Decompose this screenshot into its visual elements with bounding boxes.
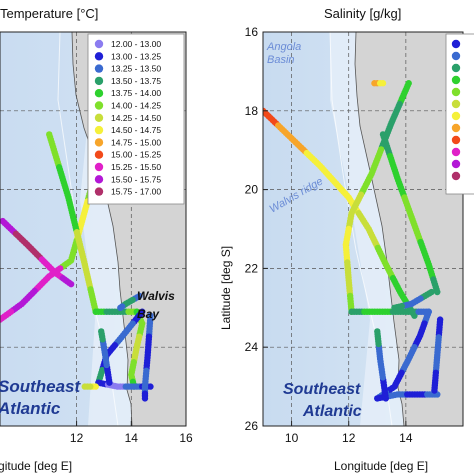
temperature-legend-label: 13.75 - 14.00: [111, 88, 161, 98]
angola-label: Angola: [266, 41, 301, 53]
salinity-y-tick-label: 16: [245, 25, 259, 39]
salinity-title: Salinity [g/kg]: [324, 6, 401, 21]
salinity-y-tick-label: 18: [245, 104, 259, 118]
temperature-legend-swatch: [94, 162, 104, 172]
temperature-plot-frame: [0, 31, 187, 427]
temperature-legend-label: 13.00 - 13.25: [111, 51, 161, 61]
salinity-x-label: Longitude [deg E]: [334, 459, 428, 473]
temperature-legend-swatch: [94, 52, 104, 61]
temperature-legend-label: 12.00 - 13.00: [111, 39, 161, 49]
salinity-track-dot: [431, 387, 438, 394]
temperature-legend-label: 15.00 - 15.25: [111, 150, 161, 160]
basin-label: Basin: [267, 54, 295, 66]
temperature-x-label: Longitude [deg E]: [0, 459, 72, 473]
salinity-legend-swatch: [451, 51, 461, 61]
temperature-legend-label: 14.50 - 14.75: [111, 125, 161, 135]
temperature-legend-label: 15.25 - 15.50: [111, 162, 161, 172]
temperature-track-dot: [141, 395, 149, 402]
atlantic-label-2: Atlantic: [302, 403, 362, 420]
salinity-legend-swatch: [451, 111, 461, 121]
salinity-legend-swatch: [451, 159, 461, 169]
salinity-legend-swatch: [451, 39, 461, 49]
temperature-legend-swatch: [94, 175, 104, 184]
salinity-tracks: [263, 80, 444, 402]
temperature-legend-label: 15.50 - 15.75: [111, 174, 161, 184]
salinity-x-tick-label: 12: [342, 431, 356, 445]
atlantic-label: Atlantic: [0, 399, 61, 418]
temperature-legend-label: 14.75 - 15.00: [111, 137, 161, 147]
temperature-legend-label: 15.75 - 17.00: [111, 187, 161, 197]
salinity-y-tick-label: 24: [245, 340, 259, 354]
salinity-legend-swatch: [451, 99, 461, 109]
temperature-legend-label: 14.25 - 14.50: [111, 113, 161, 123]
temperature-legend-swatch: [94, 64, 104, 73]
salinity-y-tick-label: 26: [245, 419, 259, 433]
temperature-legend-label: 14.00 - 14.25: [111, 101, 161, 111]
temperature-legend-swatch: [94, 150, 104, 159]
salinity-y-tick-label: 22: [245, 261, 259, 275]
temperature-track-dot: [147, 383, 154, 390]
temperature-legend-swatch: [94, 89, 104, 98]
temperature-legend-swatch: [94, 101, 104, 110]
walvis-bay-label-2: Bay: [137, 307, 160, 321]
temperature-x-tick-label: 14: [125, 431, 139, 445]
temperature-legend-swatch: [94, 113, 104, 123]
salinity-x-tick-label: 10: [285, 431, 299, 445]
southeast-label-2: Southeast: [283, 381, 361, 398]
salinity-x-ticks: 10 12 14: [285, 421, 413, 445]
salinity-legend-swatch: [451, 123, 461, 133]
salinity-y-label: Latitude [deg S]: [219, 246, 233, 330]
salinity-legend-swatch: [451, 147, 461, 157]
temperature-x-ticks: 12 14 16: [70, 421, 193, 445]
salinity-legend-swatch: [451, 171, 461, 181]
temperature-legend-swatch: [94, 187, 104, 196]
salinity-track-dot: [379, 80, 387, 87]
temperature-track-dot: [81, 383, 88, 390]
salinity-plot-frame: [262, 31, 464, 427]
salinity-legend-box: [445, 33, 474, 195]
salinity-y-tick-label: 20: [245, 183, 259, 197]
temperature-track-dot: [117, 304, 124, 311]
salinity-panel: Salinity [g/kg] 10 12 14 16 18 20 22 24 26 Ango…: [219, 6, 474, 473]
salinity-track-dot: [434, 288, 441, 296]
salinity-legend: [445, 33, 474, 195]
temperature-track-dot: [98, 328, 105, 335]
temperature-legend: 12.00 - 13.00 13.00 - 13.25 13.25 - 13.50 1…: [87, 33, 185, 205]
temperature-legend-swatch: [94, 138, 104, 147]
temperature-legend-swatch: [94, 125, 104, 135]
temperature-track-dot: [0, 316, 4, 323]
salinity-y-ticks: 16 18 20 22 24 26: [245, 25, 268, 433]
temperature-legend-swatch: [94, 39, 104, 49]
temperature-title: Temperature [°C]: [0, 6, 98, 21]
salinity-legend-swatch: [451, 135, 461, 145]
salinity-land: [354, 32, 463, 426]
southeast-label: Southeast: [0, 377, 82, 396]
salinity-x-tick-label: 14: [399, 431, 413, 445]
salinity-track-dot: [374, 328, 381, 335]
temperature-panel: Temperature [°C] 12 14 16 Walvis Bay South…: [0, 6, 193, 473]
temperature-x-tick-label: 16: [179, 431, 193, 445]
walvis-bay-label-1: Walvis: [137, 289, 175, 303]
temperature-legend-label: 13.25 - 13.50: [111, 64, 161, 74]
temperature-x-tick-label: 12: [70, 431, 84, 445]
salinity-track-dot: [391, 304, 398, 311]
salinity-legend-swatch: [451, 63, 461, 73]
temperature-legend-box: [87, 33, 185, 205]
temperature-legend-label: 13.50 - 13.75: [111, 76, 161, 86]
temperature-legend-swatch: [94, 76, 104, 86]
salinity-legend-swatch: [451, 75, 461, 85]
temperature-track-dot: [67, 280, 75, 288]
salinity-legend-swatch: [451, 87, 461, 97]
